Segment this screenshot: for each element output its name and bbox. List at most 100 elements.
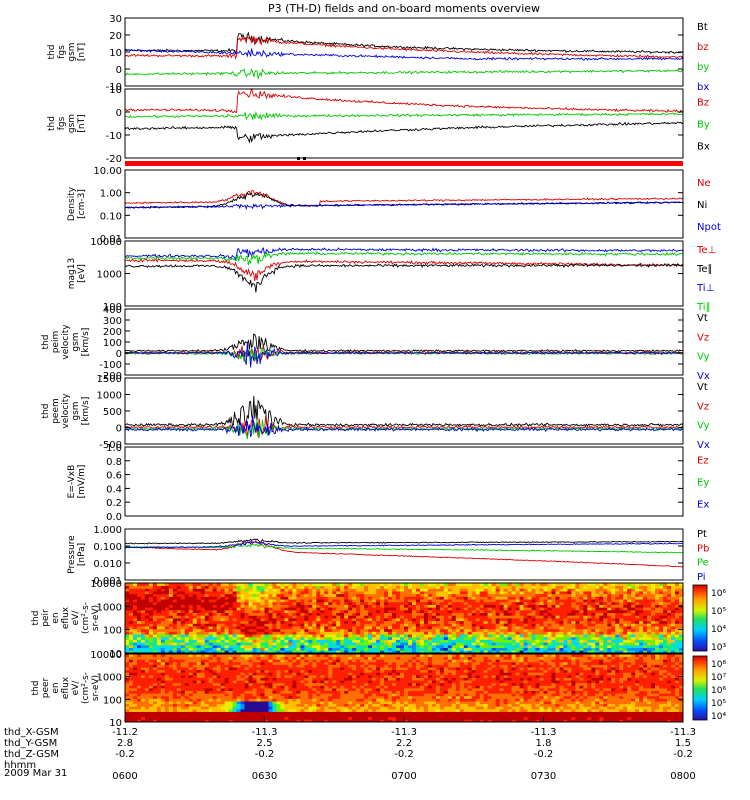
- colorbar-label: 10⁷: [711, 673, 726, 683]
- y-axis-label: [cm-3]: [77, 189, 87, 219]
- x-row-value: 1.8: [536, 738, 552, 749]
- panel-frame: [124, 446, 684, 517]
- legend-p4: Te⊥: [696, 245, 716, 256]
- y-tick-label: 100: [103, 626, 122, 637]
- legend-p5: Vy: [697, 352, 710, 363]
- y-tick-label: -20: [106, 154, 122, 165]
- y-axis-label: peir: [41, 609, 51, 627]
- x-row-value: -0.2: [255, 749, 275, 760]
- x-tick-label: 0730: [531, 771, 556, 782]
- y-axis-label: eflux: [61, 676, 71, 699]
- y-axis-label: gsm: [71, 332, 81, 351]
- legend-p8: Pi: [697, 572, 706, 583]
- y-tick-label: 0: [116, 108, 122, 119]
- y-tick-label: 100: [103, 302, 122, 313]
- panel-frame: [124, 582, 684, 654]
- x-row-label: thd_Z-GSM: [4, 749, 59, 760]
- legend-p8: Pt: [697, 529, 707, 540]
- status-bar: [125, 161, 683, 166]
- y-tick-label: 20: [109, 31, 122, 42]
- x-row-value: -0.2: [394, 749, 414, 760]
- chart-title: P3 (TH-D) fields and on-board moments ov…: [268, 2, 540, 15]
- x-row-value: -0.2: [534, 749, 554, 760]
- y-tick-label: 1.000: [93, 525, 122, 536]
- series-line-p6-Vt: [124, 395, 684, 429]
- legend-p6: Vy: [697, 421, 710, 432]
- x-tick-label: 0600: [112, 771, 137, 782]
- y-tick-label: 10: [109, 85, 122, 96]
- y-tick-label: 0: [116, 65, 122, 76]
- y-tick-label: 0.6: [106, 471, 122, 482]
- colorbar-label: 10⁶: [711, 589, 726, 599]
- panel-frame: [124, 240, 684, 307]
- y-axis-label: [nT]: [77, 114, 87, 132]
- y-tick-label: 0.10: [100, 211, 122, 222]
- y-tick-label: 30: [109, 14, 122, 25]
- y-tick-label: 1000: [97, 270, 122, 281]
- y-axis-label: [nT]: [77, 43, 87, 61]
- panel-p8: Pt Pb Pe Pi 1.000 0.100 0.010 0.001 Pressure [nPa…: [67, 525, 709, 587]
- series-line-p8-Pb: [125, 540, 684, 568]
- panel-p1: Bt bz by bx 30 20 10 0 -10 thd fgs gsm [nT]: [47, 14, 709, 93]
- legend-p4: Ti∥: [696, 302, 711, 313]
- y-tick-label: 1000: [97, 673, 122, 684]
- y-tick-label: 10: [109, 48, 122, 59]
- panel-p6: Vt Vz Vy Vx 1500 1000 500 0 -500 thd peem velocity g…: [41, 374, 710, 451]
- colorbar-label: 10³: [711, 643, 726, 653]
- y-tick-label: -10: [106, 131, 122, 142]
- series-line-p1-bz: [124, 35, 684, 60]
- panel-frame: [124, 308, 684, 376]
- x-row-value: -11.3: [252, 727, 278, 738]
- y-axis-label: peem: [51, 398, 61, 424]
- colorbar-label: 10⁴: [711, 712, 726, 722]
- y-tick-label: -100: [99, 360, 122, 371]
- y-axis-label: thd: [47, 45, 57, 60]
- y-axis-label: gsm: [71, 401, 81, 420]
- panel-p7: Ez Ey Ex 1.0 0.8 0.6 0.4 0.2 0.0 E=-VxB [mV/m]: [67, 443, 709, 523]
- panel-p10: 10⁸ 10⁷ 10⁶ 10⁵ 10⁴ 10000 1000 100 10 thd peer en ef…: [31, 650, 726, 729]
- legend-p7: Ey: [697, 478, 709, 489]
- legend-p8: Pe: [697, 558, 709, 569]
- y-axis-label: thd: [47, 116, 57, 131]
- y-tick-label: 0: [116, 424, 122, 435]
- colorbar-label: 10⁶: [711, 686, 726, 696]
- y-axis-label: Pressure: [67, 535, 77, 574]
- legend-p6: Vt: [697, 382, 708, 393]
- y-tick-label: 400: [103, 305, 122, 316]
- y-axis-label: velocity: [61, 393, 71, 429]
- series-line-p1-bx: [125, 48, 684, 61]
- series-line-p4-Te⊥: [124, 258, 684, 282]
- y-axis-label: sr-eV): [91, 605, 101, 631]
- x-row-value: 2.8: [117, 738, 133, 749]
- y-axis-label: peer: [41, 677, 51, 698]
- series-line-p5-Vx: [124, 342, 684, 368]
- colorbar-label: 10⁴: [711, 625, 726, 635]
- legend-p3: Npot: [697, 222, 721, 233]
- y-tick-label: 1000: [97, 602, 122, 613]
- series-line-p8-Pi: [124, 540, 684, 549]
- y-axis-label: velocity: [61, 324, 71, 360]
- spectrogram-p9: [125, 583, 684, 654]
- legend-p6: Vz: [697, 401, 709, 412]
- series-line-p1-by: [124, 67, 684, 81]
- y-tick-label: -10: [106, 82, 122, 93]
- legend-p3: Ne: [697, 178, 711, 189]
- y-axis-label: (cm²-s-: [81, 672, 91, 704]
- panel-p9: 10⁶ 10⁵ 10⁴ 10³ 10000 1000 100 10 thd peir en eflux…: [31, 579, 726, 660]
- legend-p6: Vx: [697, 440, 710, 451]
- legend-p1: Bt: [697, 22, 708, 33]
- series-line-p2-Bz: [124, 88, 684, 114]
- panel-p3: Ne Ni Npot 10.00 1.00 0.10 0.01 Density [cm-3]: [67, 166, 721, 245]
- y-tick-label: 1500: [97, 374, 122, 385]
- panel-p4: Te⊥ Te∥ Ti⊥ Ti∥ 10000 1000 100 mag13 [eV]: [67, 237, 716, 313]
- legend-p4: Ti⊥: [696, 283, 714, 294]
- legend-p8: Pb: [697, 543, 709, 554]
- x-row-label: hhmm: [4, 760, 36, 771]
- y-axis-label: thd: [41, 335, 51, 350]
- y-tick-label: 0: [116, 349, 122, 360]
- x-row-value: 2.5: [257, 738, 273, 749]
- y-tick-label: 100: [103, 695, 122, 706]
- y-tick-label: -500: [99, 440, 122, 451]
- y-axis-label: en: [51, 682, 61, 693]
